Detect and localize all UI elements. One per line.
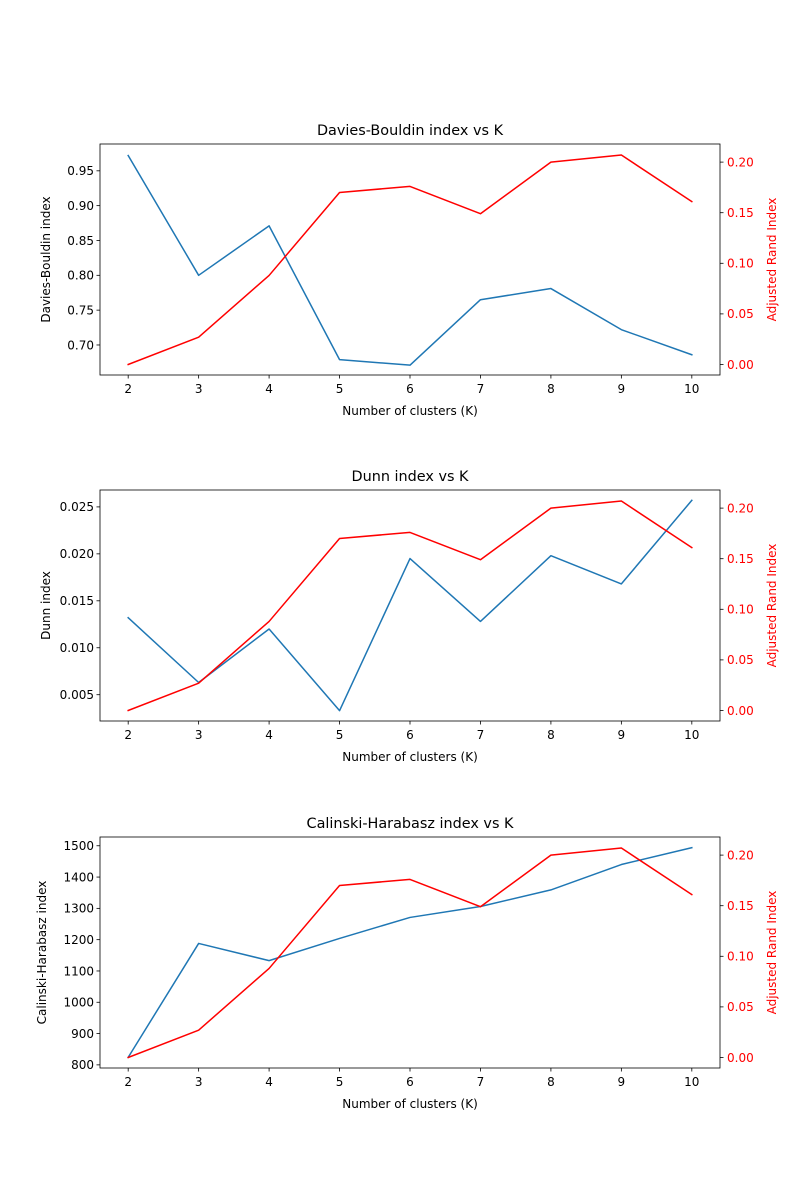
y2-axis-label: Adjusted Rand Index [765, 891, 779, 1015]
x-tick-label: 7 [477, 728, 485, 742]
x-tick-label: 8 [547, 382, 555, 396]
y-tick-label: 1300 [63, 902, 94, 916]
chart-panel-2: 2 3 4 5 6 7 8 9 10 0.005 0.010 0.015 0.020 0.025 0.00 0… [39, 469, 779, 764]
x-tick-label: 4 [265, 382, 273, 396]
index-series-line [127, 846, 693, 1059]
chart-panel-1: 2 3 4 5 6 7 8 9 10 0.70 0.75 0.80 0.85 0.90 0.95 0.00 0.… [39, 123, 779, 418]
x-tick-label: 4 [265, 728, 273, 742]
y-tick-label: 0.85 [67, 234, 94, 248]
chart-title: Dunn index vs K [352, 469, 470, 485]
ari-series-line [127, 500, 693, 712]
chart-panel-3: 2 3 4 5 6 7 8 9 10 800 900 1000 1100 1200 1300 1400 1500… [35, 816, 779, 1111]
y2-tick-label: 0.00 [727, 704, 754, 718]
x-tick-label: 5 [336, 1075, 344, 1089]
ari-series-line [127, 847, 693, 1059]
y-tick-label: 1100 [63, 964, 94, 978]
y2-tick-label: 0.10 [727, 257, 754, 271]
x-tick-label: 10 [684, 1075, 699, 1089]
y2-tick-label: 0.10 [727, 603, 754, 617]
x-tick-label: 7 [477, 382, 485, 396]
y2-axis-label: Adjusted Rand Index [765, 198, 779, 322]
ari-series-line [127, 154, 693, 366]
x-tick-label: 8 [547, 1075, 555, 1089]
x-tick-label: 7 [477, 1075, 485, 1089]
y-tick-label: 1500 [63, 839, 94, 853]
index-series-line [127, 499, 693, 712]
y-tick-label: 0.95 [67, 164, 94, 178]
x-tick-label: 6 [406, 382, 414, 396]
x-tick-label: 2 [124, 1075, 132, 1089]
y-tick-label: 0.005 [60, 688, 94, 702]
y2-axis-label: Adjusted Rand Index [765, 544, 779, 668]
x-tick-label: 8 [547, 728, 555, 742]
y2-tick-label: 0.05 [727, 1000, 754, 1014]
x-tick-label: 3 [195, 728, 203, 742]
y-tick-label: 1400 [63, 870, 94, 884]
y-tick-label: 800 [71, 1058, 94, 1072]
y2-tick-label: 0.10 [727, 950, 754, 964]
y2-tick-label: 0.20 [727, 848, 754, 862]
index-series-line [127, 154, 693, 366]
y2-tick-label: 0.15 [727, 552, 754, 566]
y-tick-label: 1000 [63, 996, 94, 1010]
x-axis-label: Number of clusters (K) [342, 750, 478, 764]
y-tick-label: 0.020 [60, 547, 94, 561]
x-tick-label: 5 [336, 728, 344, 742]
x-axis-label: Number of clusters (K) [342, 404, 478, 418]
y-tick-label: 0.025 [60, 500, 94, 514]
x-axis-label: Number of clusters (K) [342, 1097, 478, 1111]
x-tick-label: 3 [195, 1075, 203, 1089]
y2-tick-label: 0.00 [727, 1051, 754, 1065]
y-axis-label: Dunn index [39, 571, 53, 640]
chart-title: Davies-Bouldin index vs K [317, 123, 504, 139]
y2-tick-label: 0.20 [727, 501, 754, 515]
y-tick-label: 0.010 [60, 641, 94, 655]
y-tick-label: 0.70 [67, 338, 94, 352]
x-tick-label: 10 [684, 728, 699, 742]
y2-tick-label: 0.15 [727, 206, 754, 220]
y-tick-label: 0.80 [67, 269, 94, 283]
x-tick-label: 10 [684, 382, 699, 396]
x-tick-label: 6 [406, 728, 414, 742]
x-tick-label: 2 [124, 382, 132, 396]
y-axis-label: Calinski-Harabasz index [35, 881, 49, 1025]
x-tick-label: 9 [618, 728, 626, 742]
y2-tick-label: 0.05 [727, 307, 754, 321]
x-tick-label: 3 [195, 382, 203, 396]
x-tick-label: 4 [265, 1075, 273, 1089]
x-tick-label: 9 [618, 1075, 626, 1089]
plot-frame [99, 143, 721, 376]
y-tick-label: 900 [71, 1027, 94, 1041]
x-tick-label: 9 [618, 382, 626, 396]
y-axis-label: Davies-Bouldin index [39, 196, 53, 322]
x-tick-label: 6 [406, 1075, 414, 1089]
plot-frame [99, 489, 721, 722]
y-tick-label: 0.75 [67, 303, 94, 317]
y-tick-label: 0.90 [67, 199, 94, 213]
y2-tick-label: 0.05 [727, 653, 754, 667]
chart-title: Calinski-Harabasz index vs K [307, 816, 514, 832]
y2-tick-label: 0.20 [727, 155, 754, 169]
y-tick-label: 1200 [63, 933, 94, 947]
y2-tick-label: 0.15 [727, 899, 754, 913]
y-tick-label: 0.015 [60, 594, 94, 608]
x-tick-label: 5 [336, 382, 344, 396]
x-tick-label: 2 [124, 728, 132, 742]
y2-tick-label: 0.00 [727, 358, 754, 372]
